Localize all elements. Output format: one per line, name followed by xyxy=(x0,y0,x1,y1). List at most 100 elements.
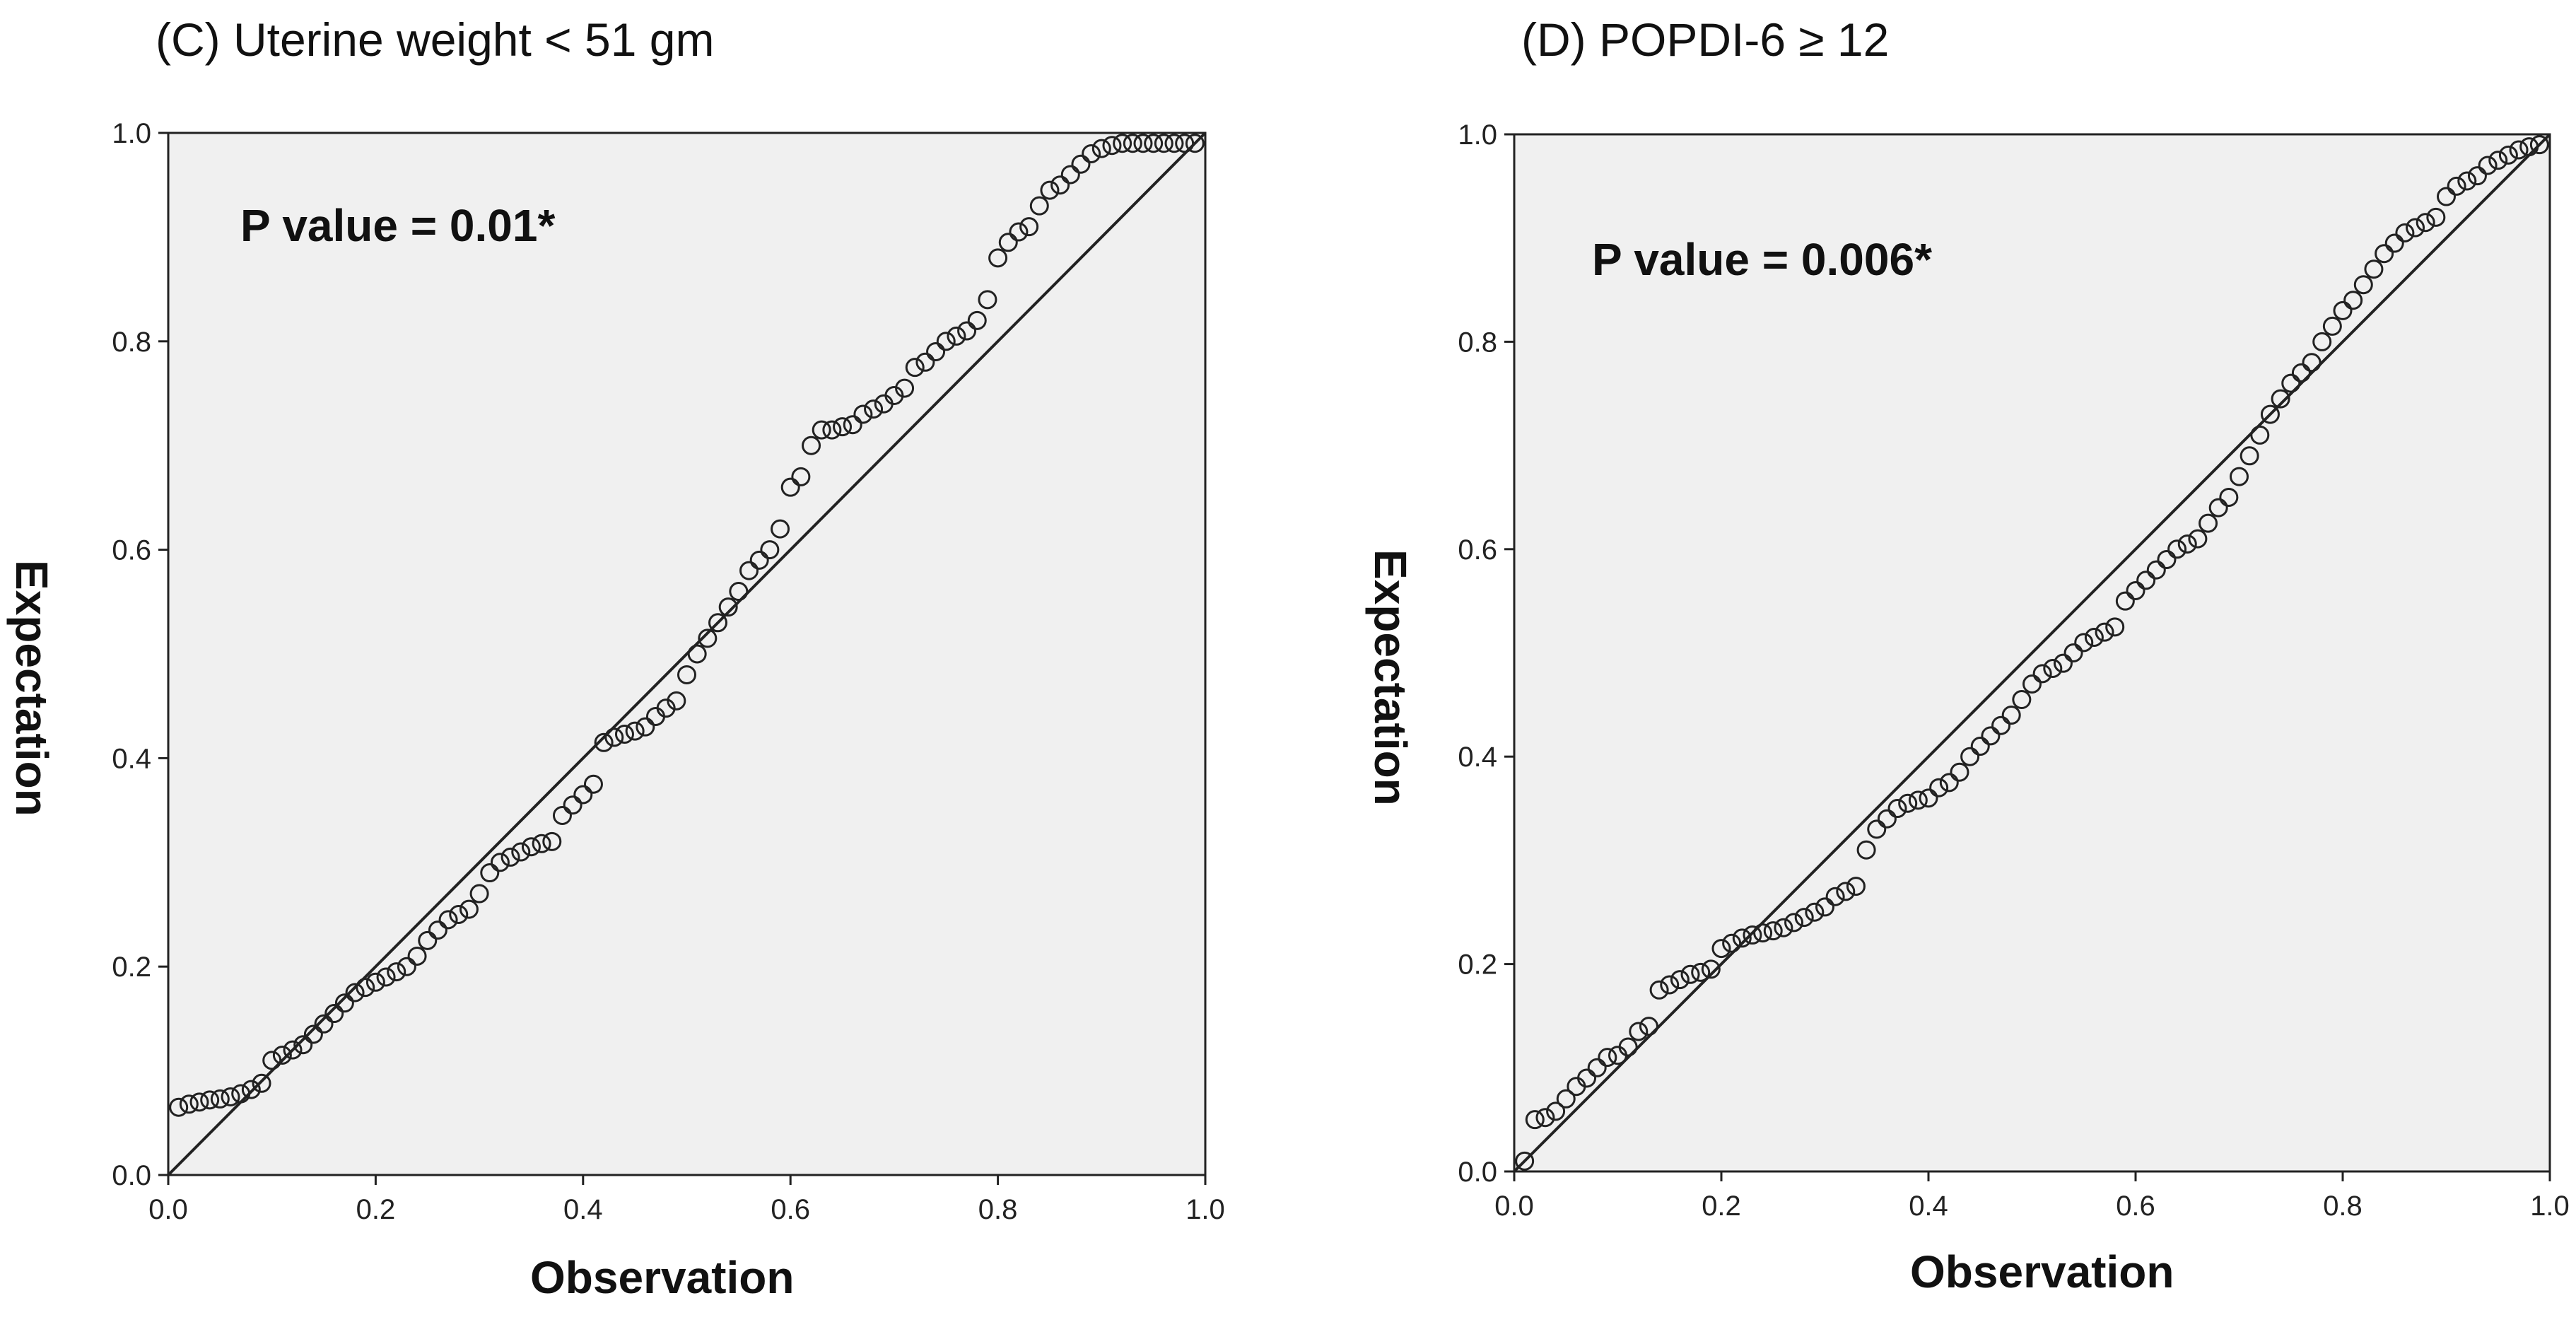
data-point xyxy=(2312,332,2332,351)
data-point xyxy=(1929,778,1949,797)
data-point xyxy=(780,477,800,497)
data-point xyxy=(636,717,655,737)
data-point xyxy=(1670,970,1690,990)
data-point xyxy=(563,795,582,815)
x-axis-label: Observation xyxy=(1910,1246,2174,1297)
reference-line xyxy=(1513,133,2551,1173)
data-point xyxy=(1029,196,1049,216)
data-point xyxy=(1577,1068,1597,1088)
data-point xyxy=(2043,659,2063,679)
data-point xyxy=(1825,887,1845,906)
data-point xyxy=(2281,373,2301,393)
y-tick-label: 1.0 xyxy=(1458,119,1497,151)
data-point xyxy=(936,332,956,351)
data-point xyxy=(1867,819,1887,839)
data-point xyxy=(1587,1058,1607,1077)
data-point xyxy=(822,420,842,440)
data-point xyxy=(708,613,728,633)
data-point xyxy=(895,378,915,398)
data-point xyxy=(864,399,884,419)
data-point xyxy=(480,863,500,883)
data-point xyxy=(2167,539,2187,559)
data-point xyxy=(1175,134,1195,153)
x-tick-label: 0.8 xyxy=(978,1194,1018,1225)
data-point xyxy=(2498,145,2518,165)
data-point xyxy=(1680,964,1700,984)
data-point xyxy=(221,1087,240,1106)
data-point xyxy=(2230,467,2249,486)
y-tick-label: 0.4 xyxy=(112,743,151,774)
reference-line xyxy=(167,131,1207,1176)
data-point xyxy=(1774,918,1793,937)
data-point xyxy=(905,358,925,378)
data-point xyxy=(1732,928,1752,948)
data-point xyxy=(428,920,447,940)
data-point xyxy=(2271,389,2290,409)
x-tick-label: 0.6 xyxy=(771,1194,810,1225)
data-point xyxy=(957,321,977,341)
data-point xyxy=(1154,134,1173,153)
data-point xyxy=(2322,316,2342,336)
data-point xyxy=(1846,877,1866,896)
data-point xyxy=(2478,156,2498,175)
data-point xyxy=(397,957,416,976)
data-point xyxy=(1598,1048,1617,1068)
data-point xyxy=(915,352,935,372)
data-point xyxy=(1939,773,1959,793)
data-point xyxy=(376,967,396,987)
data-point xyxy=(314,1014,334,1034)
data-point xyxy=(573,785,593,805)
data-point xyxy=(1639,1017,1658,1036)
data-point xyxy=(1185,134,1205,153)
data-point xyxy=(552,805,572,825)
data-point xyxy=(1535,1108,1555,1128)
data-point xyxy=(1525,1110,1545,1130)
x-tick-label: 1.0 xyxy=(2530,1191,2570,1222)
data-point xyxy=(2416,213,2435,233)
data-point xyxy=(2001,706,2021,725)
chart-title: (D) POPDI-6 ≥ 12 xyxy=(1521,13,1890,66)
x-tick-label: 0.2 xyxy=(356,1194,396,1225)
chart-panel-d: (D) POPDI-6 ≥ 12 0.0 0.2 0.4 0.6 0.8 1.0 0.0 0.… xyxy=(1288,0,2576,1327)
data-point xyxy=(2157,549,2177,569)
data-point xyxy=(200,1090,220,1110)
data-point xyxy=(2063,643,2083,662)
data-point xyxy=(490,853,510,872)
y-tick-label: 0.6 xyxy=(1458,534,1497,566)
data-point xyxy=(407,946,427,966)
data-point xyxy=(2095,622,2114,642)
x-tick-label: 0.0 xyxy=(1494,1191,1534,1222)
data-point xyxy=(2032,664,2052,684)
data-point xyxy=(2529,135,2549,155)
p-value-annotation: P value = 0.01* xyxy=(240,200,556,251)
data-point xyxy=(210,1089,230,1109)
data-point xyxy=(988,248,1008,268)
data-point xyxy=(1711,939,1731,959)
data-point xyxy=(1629,1022,1649,1041)
data-point xyxy=(843,415,862,435)
data-point xyxy=(1960,747,1980,766)
p-value-annotation: P value = 0.006* xyxy=(1592,234,1932,285)
data-point xyxy=(283,1040,303,1060)
data-point xyxy=(449,905,469,924)
data-point xyxy=(345,983,365,1002)
data-point xyxy=(2260,404,2280,424)
data-point xyxy=(1144,134,1164,153)
data-point xyxy=(2291,363,2311,382)
data-point xyxy=(324,1004,344,1024)
x-tick-label: 0.0 xyxy=(148,1194,188,1225)
data-point xyxy=(1091,139,1111,158)
x-axis-label: Observation xyxy=(530,1252,795,1303)
data-point xyxy=(1836,882,1856,901)
data-point xyxy=(1794,908,1814,928)
x-tick-label: 0.4 xyxy=(563,1194,603,1225)
y-tick-label: 0.0 xyxy=(1458,1157,1497,1188)
data-point xyxy=(2199,513,2218,533)
data-point xyxy=(1618,1037,1638,1057)
data-point xyxy=(2302,353,2322,373)
data-point xyxy=(511,842,531,862)
data-point xyxy=(1908,790,1928,810)
data-point xyxy=(998,233,1018,252)
data-point xyxy=(1753,923,1773,943)
data-point xyxy=(532,834,551,853)
